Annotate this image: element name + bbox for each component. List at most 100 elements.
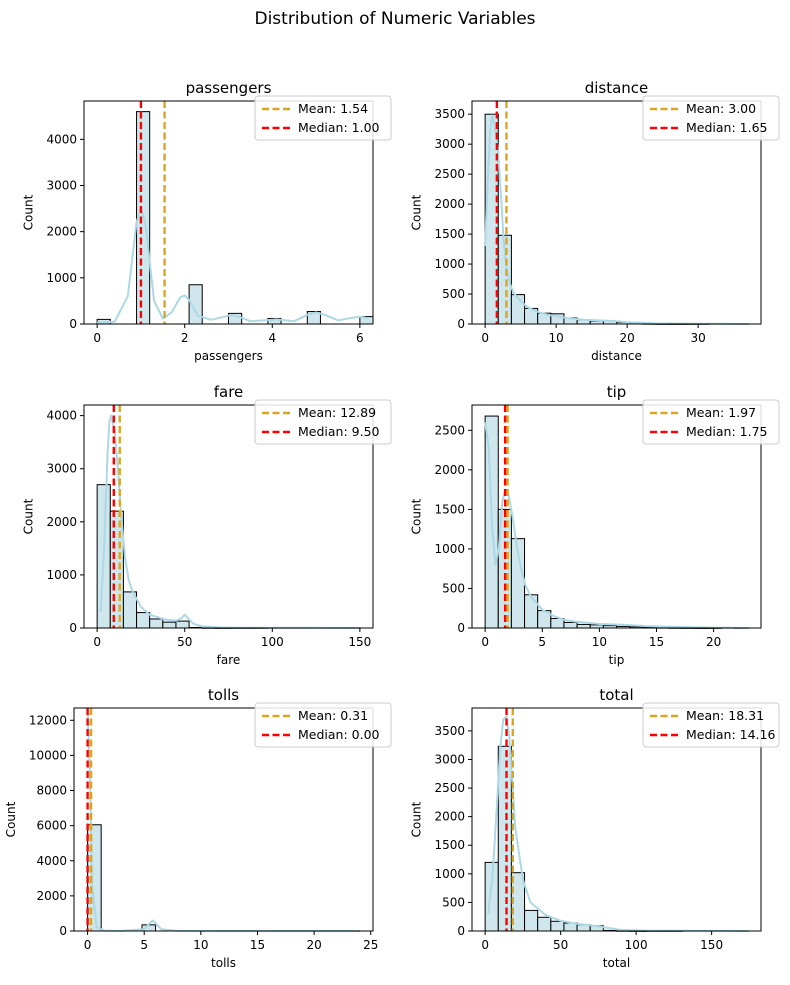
legend-median-label: Median: 1.65: [686, 120, 767, 135]
y-tick-label: 2000: [434, 810, 465, 824]
chart-panel-fare: fare 0 50 100 150 0 1000 2000 3000 4000 fare Count M…: [21, 383, 392, 667]
kde-curve: [99, 414, 360, 629]
y-tick-label: 1000: [434, 542, 465, 556]
chart-title: passengers: [186, 79, 272, 97]
x-tick-label: 25: [363, 938, 378, 952]
axes-frame: [471, 404, 762, 629]
y-tick-label: 3000: [46, 462, 77, 476]
histogram-bar: [524, 594, 539, 629]
x-tick-label: 15: [250, 938, 265, 952]
kde-curve: [487, 715, 748, 932]
x-tick-label: 20: [706, 635, 721, 649]
legend-median-label: Median: 1.75: [686, 424, 767, 439]
x-tick-label: 0: [93, 331, 101, 345]
x-axis-label: passengers: [194, 349, 263, 363]
legend-mean-label: Mean: 1.97: [686, 405, 756, 420]
y-tick-label: 12000: [29, 713, 67, 727]
y-axis-label: Count: [21, 194, 35, 230]
axes-frame: [83, 100, 374, 325]
x-tick-label: 4: [268, 331, 276, 345]
x-tick-label: 2: [181, 331, 189, 345]
legend: Mean: 0.31 Median: 0.00: [254, 702, 392, 748]
y-tick-label: 1500: [434, 838, 465, 852]
y-tick-label: 1000: [434, 257, 465, 271]
x-tick-label: 0: [93, 635, 101, 649]
y-axis-label: Count: [21, 498, 35, 534]
y-tick-label: 500: [442, 895, 465, 909]
histogram-bar: [563, 621, 578, 629]
chart-panel-passengers: passengers 0 2 4 6 0 1000 2000 3000 4000 passenger…: [21, 79, 392, 363]
histogram-bar: [537, 916, 552, 932]
y-tick-label: 3500: [434, 724, 465, 738]
x-axis-label: fare: [217, 653, 241, 667]
y-axis-label: Count: [409, 801, 423, 837]
kde-curve: [97, 207, 369, 324]
y-tick-label: 0: [457, 924, 465, 938]
x-tick-label: 10: [193, 938, 208, 952]
x-tick-label: 30: [691, 331, 706, 345]
legend-median-label: Median: 14.16: [686, 727, 775, 742]
legend-mean-label: Mean: 0.31: [298, 708, 368, 723]
histogram-bar: [149, 618, 164, 629]
axes-frame: [73, 707, 374, 932]
y-tick-label: 1500: [434, 227, 465, 241]
x-axis-label: tolls: [211, 956, 236, 970]
y-tick-label: 4000: [36, 854, 67, 868]
chart-title: fare: [214, 383, 244, 401]
y-tick-label: 0: [69, 621, 77, 635]
y-tick-label: 2000: [46, 515, 77, 529]
chart-panel-tip: tip 0 5 10 15 20 0 500 1000 1500 2000 2500 tip Count M…: [409, 383, 780, 667]
legend-median-label: Median: 9.50: [298, 424, 380, 439]
x-tick-label: 0: [84, 938, 92, 952]
legend-mean-label: Mean: 3.00: [686, 101, 756, 116]
axes-frame: [471, 707, 762, 932]
y-axis-label: Count: [4, 801, 18, 837]
y-tick-label: 500: [442, 287, 465, 301]
x-axis-label: distance: [591, 349, 642, 363]
chart-title: tip: [607, 383, 627, 401]
y-tick-label: 2000: [434, 197, 465, 211]
y-tick-label: 2000: [46, 225, 77, 239]
legend: Mean: 12.89 Median: 9.50: [254, 399, 392, 445]
y-tick-label: 3000: [46, 178, 77, 192]
y-tick-label: 3000: [434, 752, 465, 766]
y-tick-label: 1000: [46, 271, 77, 285]
y-tick-label: 3000: [434, 137, 465, 151]
histogram-bar: [497, 745, 512, 932]
y-tick-label: 4000: [46, 132, 77, 146]
y-tick-label: 10000: [29, 748, 67, 762]
histogram-bar: [484, 861, 499, 932]
y-tick-label: 1500: [434, 502, 465, 516]
y-axis-label: Count: [409, 498, 423, 534]
x-tick-label: 50: [553, 938, 568, 952]
chart-panel-distance: distance 0 10 20 30 0 500 1000 1500 2000 2500 3000 3…: [409, 79, 780, 363]
y-tick-label: 1000: [434, 867, 465, 881]
legend: Mean: 3.00 Median: 1.65: [642, 95, 780, 141]
x-tick-label: 10: [592, 635, 607, 649]
y-tick-label: 2500: [434, 423, 465, 437]
histogram-bar: [524, 909, 539, 932]
histogram-bar: [162, 621, 177, 629]
axes-frame: [83, 404, 374, 629]
axes-frame: [471, 100, 762, 325]
y-tick-label: 2500: [434, 781, 465, 795]
x-tick-label: 0: [481, 635, 489, 649]
histogram-bar: [175, 620, 190, 629]
x-tick-label: 0: [481, 331, 489, 345]
x-tick-label: 15: [649, 635, 664, 649]
x-tick-label: 20: [620, 331, 635, 345]
y-tick-label: 500: [442, 581, 465, 595]
legend-mean-label: Mean: 12.89: [298, 405, 376, 420]
y-tick-label: 2500: [434, 167, 465, 181]
chart-title: tolls: [208, 686, 239, 704]
y-tick-label: 0: [59, 924, 67, 938]
x-tick-label: 5: [140, 938, 148, 952]
legend: Mean: 1.54 Median: 1.00: [254, 95, 392, 141]
legend-median-label: Median: 0.00: [298, 727, 380, 742]
x-tick-label: 20: [306, 938, 321, 952]
x-axis-label: total: [603, 956, 630, 970]
y-tick-label: 1000: [46, 568, 77, 582]
kde-curve: [484, 114, 748, 325]
x-tick-label: 100: [261, 635, 284, 649]
kde-curve: [484, 422, 748, 629]
